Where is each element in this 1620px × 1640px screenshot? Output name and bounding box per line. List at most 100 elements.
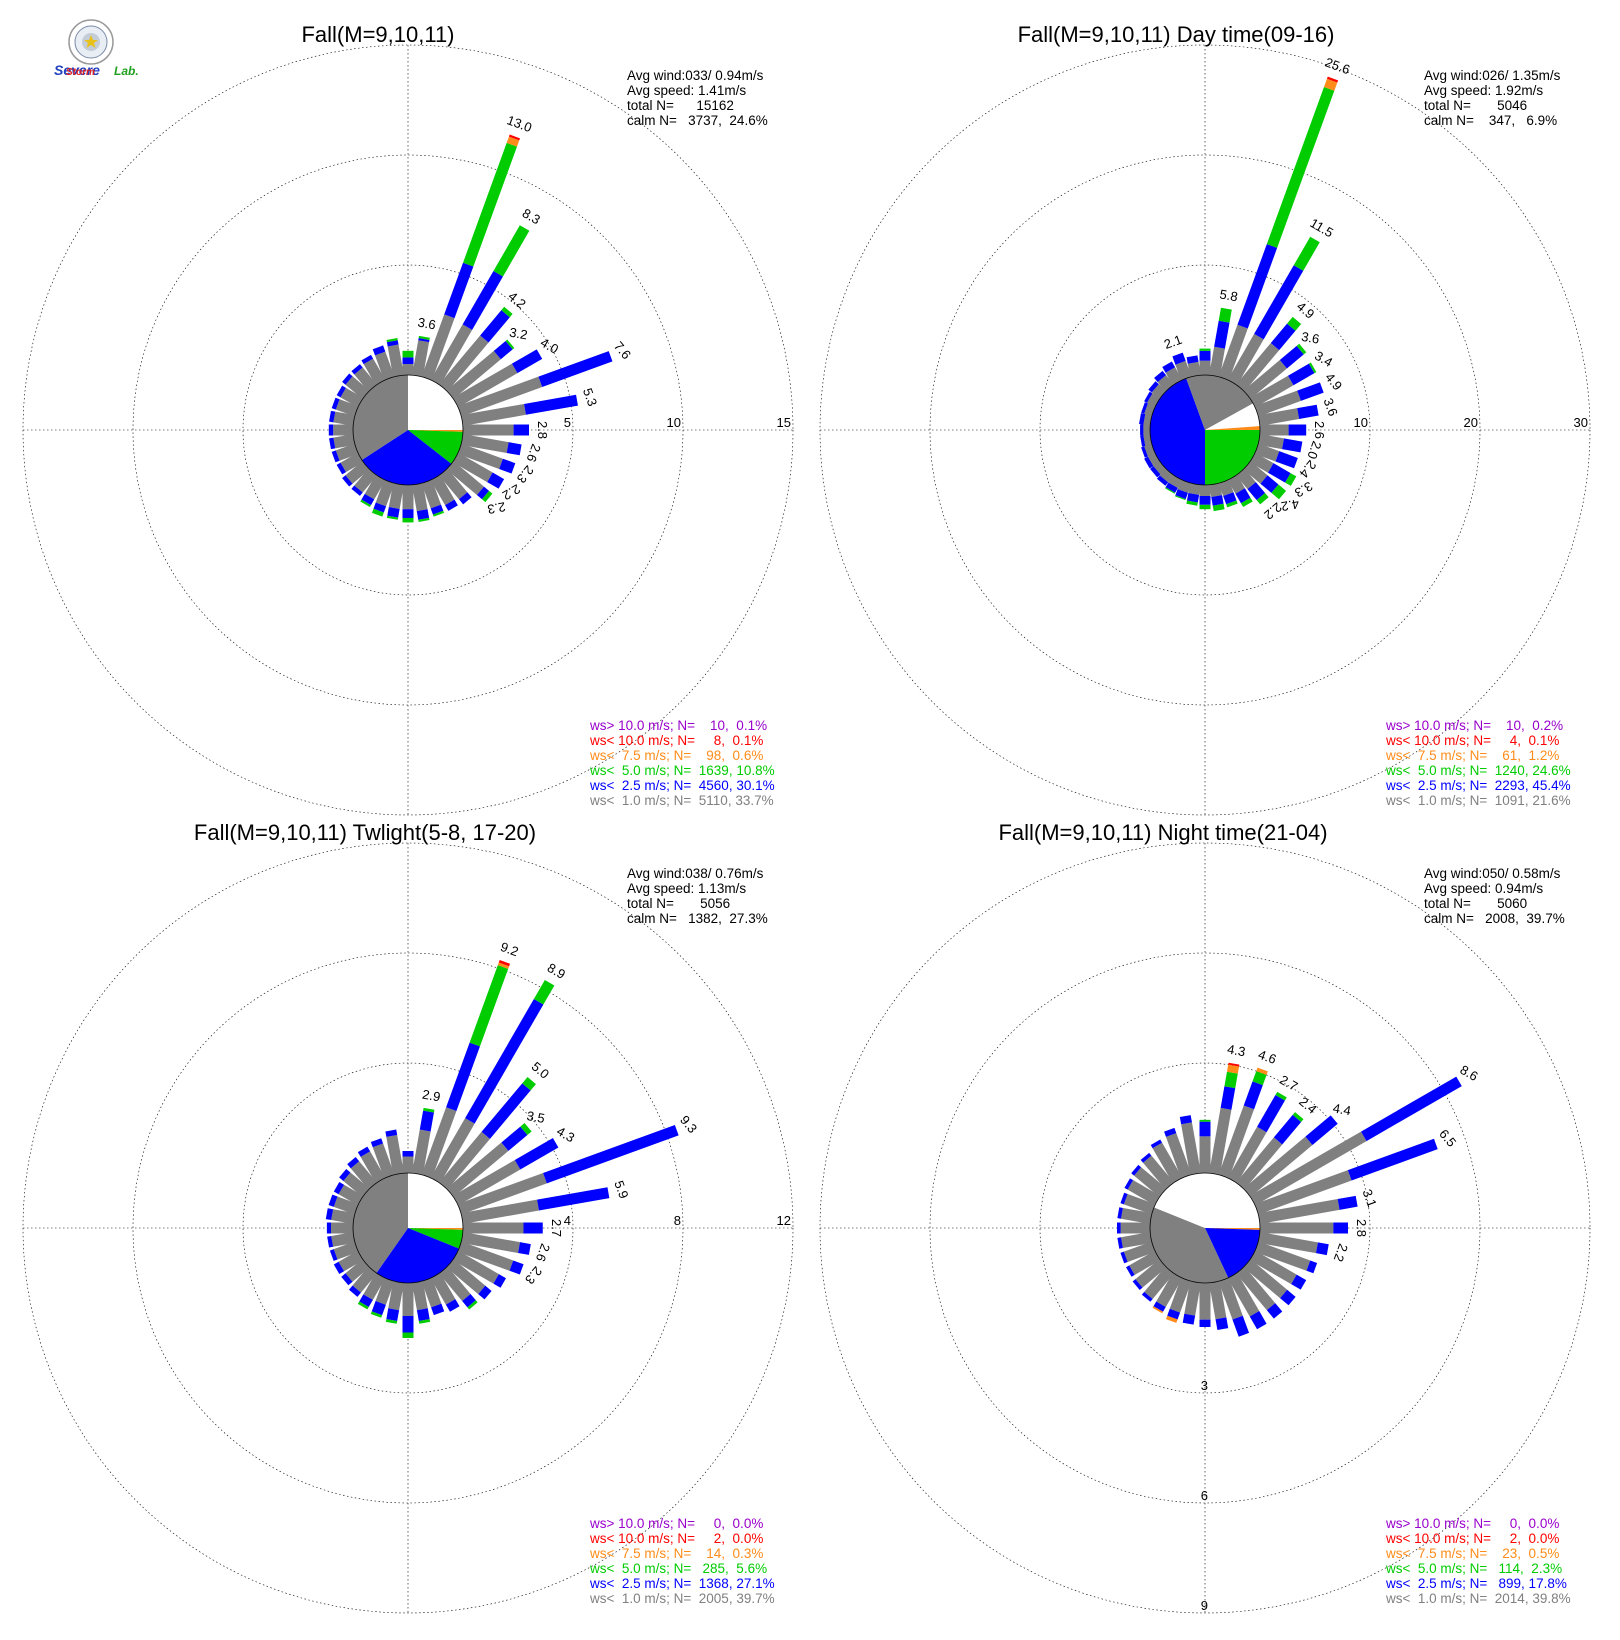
bar-segment-blue xyxy=(1333,1222,1348,1234)
calm-slice-white xyxy=(1205,1173,1260,1228)
bar-segment-green xyxy=(1252,1071,1267,1086)
stat-line: Avg wind:038/ 0.76m/s xyxy=(627,866,764,881)
legend-entry: ws< 7.5 m/s; N= 98, 0.6% xyxy=(589,748,763,763)
bar-segment-gray xyxy=(335,399,359,417)
wind-bar-dir-30: 2.7 xyxy=(1227,1072,1300,1184)
bar-segment-gray xyxy=(1218,324,1248,381)
bar-segment-blue xyxy=(1175,489,1188,500)
wind-bar-dir-170 xyxy=(1209,1281,1229,1331)
bar-segment-gray xyxy=(374,351,395,381)
bar-segment-blue xyxy=(1280,1289,1296,1306)
bar-segment-blue xyxy=(372,345,386,356)
bar-segment-blue xyxy=(1150,466,1161,478)
bar-segment-blue xyxy=(1223,492,1237,505)
bar-percent-label: 5.3 xyxy=(580,386,600,408)
bar-segment-gray xyxy=(333,1196,359,1215)
wind-bar-dir-260 xyxy=(327,1232,355,1248)
bar-segment-blue xyxy=(1243,1081,1263,1110)
bar-segment-green xyxy=(1293,236,1320,271)
bar-segment-gray xyxy=(345,1259,370,1282)
wind-bar-dir-20: 4.6 xyxy=(1218,1047,1278,1179)
calm-slice-orange xyxy=(408,430,463,432)
bar-segment-gray xyxy=(421,1107,457,1179)
wind-bar-dir-230 xyxy=(341,1259,370,1286)
bar-percent-label: 2.8 xyxy=(1354,1219,1369,1237)
bar-segment-blue xyxy=(1337,1195,1358,1210)
wind-bar-dir-140 xyxy=(439,1266,478,1310)
bar-segment-gray xyxy=(446,1259,486,1295)
bar-segment-blue xyxy=(1144,456,1154,469)
bar-segment-gray xyxy=(1187,361,1201,377)
bar-segment-blue xyxy=(1144,391,1153,403)
calm-slice-orange xyxy=(1205,426,1260,430)
bar-segment-gray xyxy=(360,1151,386,1184)
bar-segment-blue xyxy=(402,1316,414,1333)
bar-segment-blue xyxy=(478,1285,492,1300)
bar-percent-label: 2.0 xyxy=(1304,439,1324,461)
bar-segment-gray xyxy=(335,443,359,461)
bar-segment-blue xyxy=(1172,352,1186,365)
bar-segment-gray xyxy=(1249,452,1274,473)
wind-bar-dir-70: 9.3 xyxy=(457,1112,700,1215)
bar-segment-green xyxy=(533,979,555,1005)
stat-line: Avg speed: 1.41m/s xyxy=(627,83,746,98)
bar-segment-blue xyxy=(331,397,340,410)
wind-bar-dir-240 xyxy=(1126,1250,1161,1277)
bar-segment-blue xyxy=(328,424,334,436)
stat-line: Avg speed: 1.92m/s xyxy=(1424,83,1543,98)
bar-segment-blue xyxy=(342,373,353,385)
bar-percent-label: 3.6 xyxy=(417,315,437,333)
bar-segment-gray xyxy=(439,468,468,500)
bar-segment-blue xyxy=(1237,244,1278,329)
bar-segment-green xyxy=(423,1107,435,1113)
ring-tick-label: 5 xyxy=(564,415,571,430)
stat-line: Avg speed: 0.94m/s xyxy=(1424,881,1543,896)
bar-segment-blue xyxy=(1199,350,1211,361)
wind-bar-dir-320 xyxy=(347,1157,377,1190)
bar-segment-blue xyxy=(1260,475,1279,493)
bar-segment-blue xyxy=(416,1308,430,1322)
wind-bar-dir-290 xyxy=(331,397,359,417)
bar-segment-blue xyxy=(1220,1086,1236,1110)
bar-segment-gray xyxy=(331,1222,353,1234)
bar-segment-orange xyxy=(1323,78,1338,91)
calm-slice-blue xyxy=(361,430,452,485)
bar-segment-green xyxy=(371,508,384,517)
bar-segment-blue xyxy=(1139,413,1146,425)
wind-bar-dir-350 xyxy=(1179,1115,1201,1175)
bar-segment-gray xyxy=(1236,343,1280,392)
bar-segment-green xyxy=(432,510,445,517)
bar-segment-gray xyxy=(375,479,395,507)
wind-bar-dir-270 xyxy=(1140,424,1151,436)
bar-segment-green xyxy=(467,1300,478,1310)
bar-segment-blue xyxy=(357,1146,371,1157)
bar-percent-label: 2.8 xyxy=(535,421,550,439)
bar-segment-blue xyxy=(465,999,544,1124)
bar-segment-blue xyxy=(1148,381,1159,393)
bar-segment-gray xyxy=(1209,1281,1227,1320)
wind-bar-dir-270 xyxy=(1117,1222,1150,1234)
wind-bar-dir-310 xyxy=(1131,1164,1167,1197)
calm-pie xyxy=(1149,374,1261,486)
legend-entry: ws< 1.0 m/s; N= 2014, 39.8% xyxy=(1385,1591,1571,1606)
stat-line: Avg wind:050/ 0.58m/s xyxy=(1424,866,1561,881)
wind-bar-dir-210 xyxy=(1152,1272,1183,1314)
bar-segment-gray xyxy=(461,1199,539,1224)
bar-segment-gray xyxy=(1147,452,1161,467)
wind-bar-dir-50: 3.6 xyxy=(1243,329,1321,399)
bar-segment-gray xyxy=(446,350,501,399)
bar-segment-blue xyxy=(1347,1138,1438,1181)
legend-entry: ws< 7.5 m/s; N= 14, 0.3% xyxy=(589,1546,763,1561)
bar-segment-gray xyxy=(430,1272,456,1305)
calm-circle xyxy=(1149,1172,1261,1284)
bar-segment-blue xyxy=(1249,1310,1267,1330)
ring-tick-label: 8 xyxy=(674,1213,681,1228)
bar-segment-blue xyxy=(445,499,458,511)
bar-segment-gray xyxy=(1143,1155,1174,1190)
bar-segment-blue xyxy=(342,475,353,487)
wind-bar-dir-220 xyxy=(351,468,377,496)
bar-segment-gray xyxy=(1134,1167,1167,1197)
bar-segment-blue xyxy=(444,262,474,319)
bar-segment-orange xyxy=(1226,1064,1240,1074)
bar-segment-blue xyxy=(1120,1192,1128,1205)
